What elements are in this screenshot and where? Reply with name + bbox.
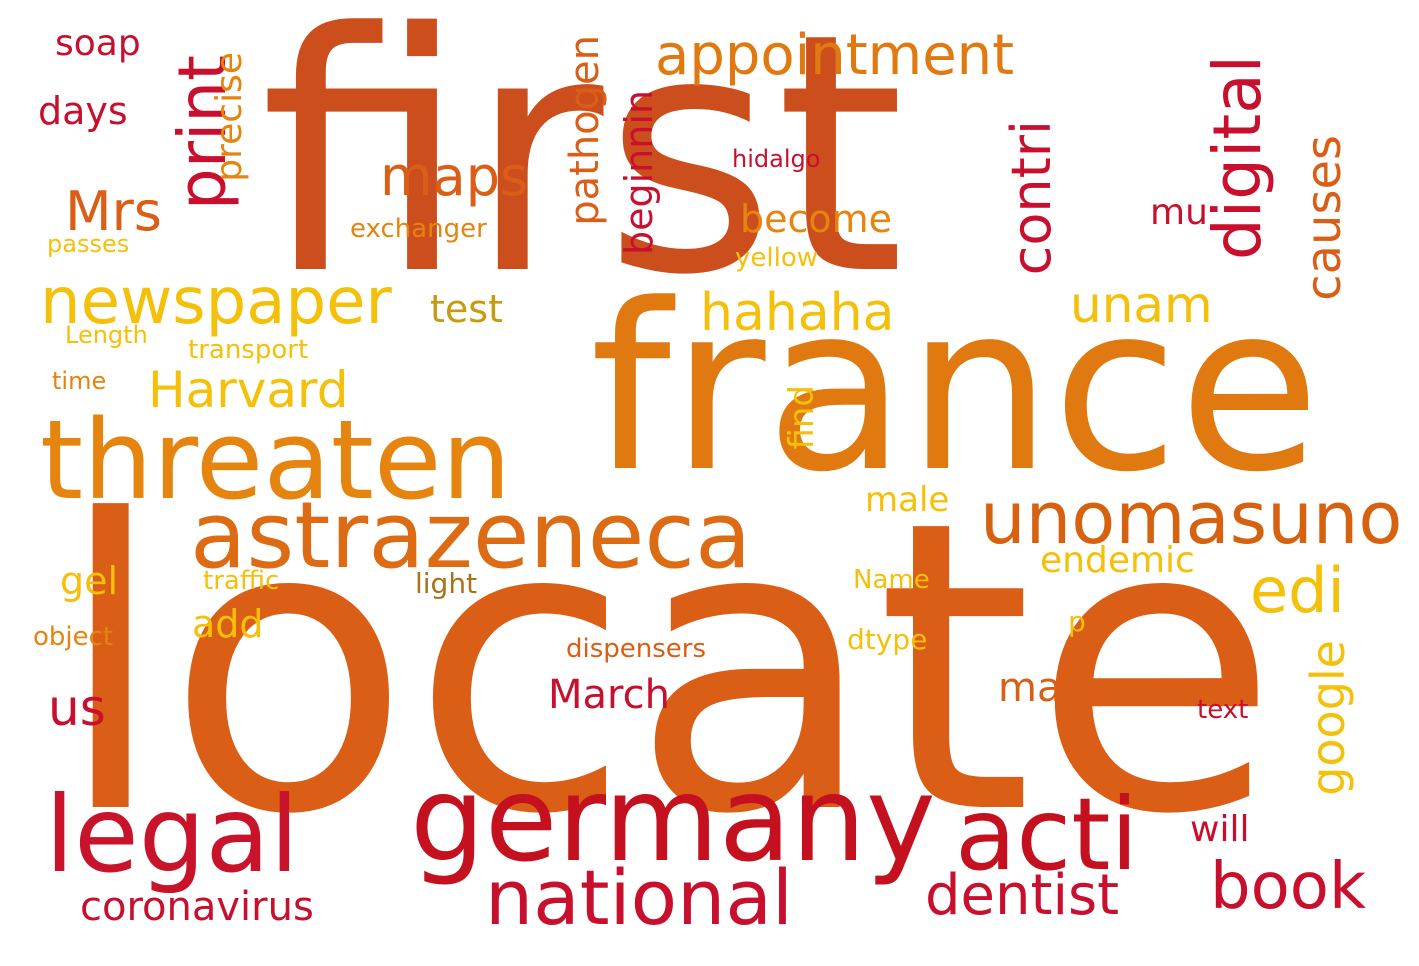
word-book: book <box>1210 850 1366 924</box>
word-acti: acti <box>955 776 1139 893</box>
word-newspaper: newspaper <box>40 265 392 339</box>
word-digital: digital <box>1199 55 1276 261</box>
word-yellow: yellow <box>735 243 819 273</box>
word-legal: legal <box>45 774 299 896</box>
word-add: add <box>192 602 264 646</box>
word-google: google <box>1301 640 1355 796</box>
word-male: male <box>865 480 950 520</box>
word-time: time <box>52 367 107 395</box>
word-mark: mark <box>998 665 1102 711</box>
word-length: Length <box>65 321 148 349</box>
word-passes: passes <box>47 230 130 258</box>
word-precise: precise <box>209 52 250 182</box>
word-hahaha: hahaha <box>700 283 895 343</box>
word-transport: transport <box>188 335 309 365</box>
word-locate: locate <box>55 437 1279 902</box>
word-dispensers: dispensers <box>566 634 707 664</box>
word-national: national <box>485 853 794 942</box>
word-edi: edi <box>1250 554 1345 627</box>
word-contri: contri <box>1000 120 1063 276</box>
word-dentist: dentist <box>925 863 1120 928</box>
word-mrs: Mrs <box>65 180 162 243</box>
word-appointment: appointment <box>655 23 1015 88</box>
word-pathogen: pathogen <box>562 35 608 226</box>
word-dtype: dtype <box>847 623 928 656</box>
word-unam: unam <box>1070 276 1213 334</box>
word-name: Name <box>853 565 930 595</box>
word-object: object <box>33 622 114 652</box>
word-text: text <box>1197 695 1249 725</box>
word-find: find <box>782 385 822 450</box>
word-march: March <box>548 672 670 718</box>
word-beginnin: beginnin <box>617 90 661 255</box>
word-mu: mu <box>1150 192 1208 233</box>
word-first: first <box>260 0 905 347</box>
word-unomasuno: unomasuno <box>980 476 1403 560</box>
word-days: days <box>38 89 128 133</box>
word-traffic: traffic <box>203 566 280 596</box>
word-become: become <box>740 197 893 241</box>
word-light: light <box>415 567 478 600</box>
word-exchanger: exchanger <box>350 214 487 244</box>
word-hidalgo: hidalgo <box>732 145 821 173</box>
word-germany: germany <box>410 750 936 888</box>
word-threaten: threaten <box>40 396 512 524</box>
word-harvard: Harvard <box>148 361 349 419</box>
word-endemic: endemic <box>1040 540 1195 581</box>
word-us: us <box>48 679 106 737</box>
word-will: will <box>1190 809 1250 850</box>
word-test: test <box>430 287 503 331</box>
word-causes: causes <box>1296 135 1352 301</box>
word-coronavirus: coronavirus <box>80 884 314 930</box>
word-soap: soap <box>55 23 141 64</box>
word-gel: gel <box>60 559 119 603</box>
word-maps: maps <box>380 145 529 208</box>
word-p: p <box>1068 605 1086 638</box>
word-astrazeneca: astrazeneca <box>190 482 752 589</box>
word-france: france <box>590 256 1321 523</box>
